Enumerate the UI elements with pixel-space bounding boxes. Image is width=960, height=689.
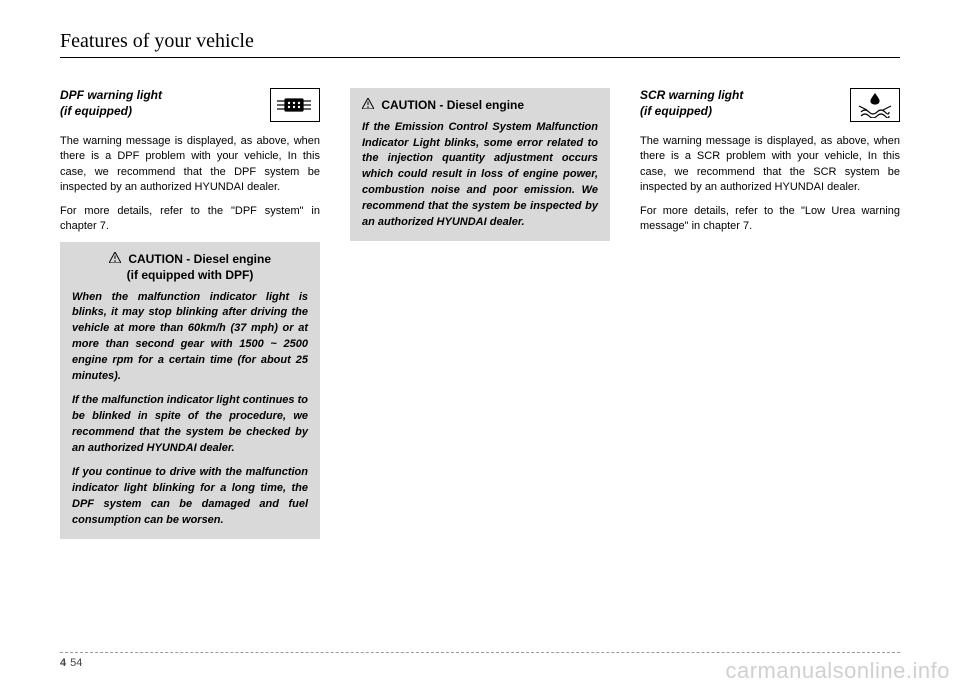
page-number: 54	[70, 657, 82, 669]
scr-title: SCR warning light (if equipped)	[640, 88, 743, 119]
caution-label-2: CAUTION -	[381, 98, 443, 112]
scr-para-2: For more details, refer to the "Low Urea…	[640, 204, 900, 235]
caution-heading-2: CAUTION - Diesel engine	[362, 98, 598, 114]
page-header: Features of your vehicle	[60, 30, 900, 58]
scr-icon	[850, 88, 900, 122]
caution-heading: CAUTION - Diesel engine (if equipped wit…	[72, 252, 308, 283]
warning-icon	[109, 252, 121, 268]
dpf-para-2: For more details, refer to the "DPF syst…	[60, 204, 320, 235]
chapter-number: 4	[60, 657, 66, 669]
scr-para-1: The warning message is displayed, as abo…	[640, 134, 900, 196]
caution-box-diesel: CAUTION - Diesel engine If the Emission …	[350, 88, 610, 241]
caution-p1: When the malfunction indicator light is …	[72, 290, 308, 386]
caution-p3: If you continue to drive with the malfun…	[72, 465, 308, 529]
footer-divider	[60, 652, 900, 653]
watermark: carmanualsonline.info	[725, 658, 950, 684]
column-2: CAUTION - Diesel engine If the Emission …	[350, 88, 610, 539]
column-1: DPF warning light (if equipped)	[60, 88, 320, 539]
caution-label: CAUTION -	[128, 252, 190, 266]
warning-icon	[362, 98, 374, 114]
caution-p2: If the malfunction indicator light conti…	[72, 393, 308, 457]
dpf-icon	[270, 88, 320, 122]
caution-box-dpf: CAUTION - Diesel engine (if equipped wit…	[60, 242, 320, 538]
dpf-title: DPF warning light (if equipped)	[60, 88, 162, 119]
dpf-para-1: The warning message is displayed, as abo…	[60, 134, 320, 196]
caution-sub-2: Diesel engine	[447, 98, 524, 112]
column-3: SCR warning light (if equipped) The warn…	[640, 88, 900, 539]
caution-2-p1: If the Emission Control System Malfuncti…	[362, 120, 598, 232]
